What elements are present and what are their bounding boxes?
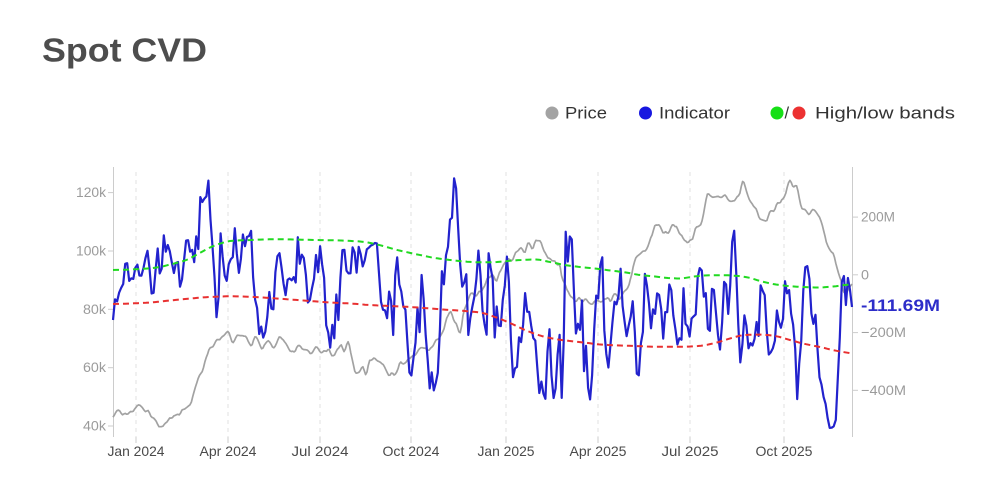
- svg-text:Apr 2025: Apr 2025: [570, 443, 627, 459]
- svg-text:120k: 120k: [76, 184, 107, 200]
- svg-text:Price: Price: [565, 105, 607, 123]
- svg-text:Jul 2024: Jul 2024: [292, 443, 349, 459]
- svg-text:Oct 2024: Oct 2024: [383, 443, 440, 459]
- svg-text:0: 0: [861, 266, 869, 282]
- svg-text:Indicator: Indicator: [659, 105, 731, 123]
- svg-text:80k: 80k: [83, 301, 107, 317]
- svg-text:200M: 200M: [861, 209, 895, 225]
- svg-text:/: /: [785, 105, 790, 123]
- svg-text:100k: 100k: [76, 243, 107, 259]
- svg-text:Jan 2025: Jan 2025: [478, 443, 535, 459]
- svg-text:Jan 2024: Jan 2024: [108, 443, 165, 459]
- svg-text:40k: 40k: [83, 418, 107, 434]
- svg-text:60k: 60k: [83, 359, 107, 375]
- svg-text:−200M: −200M: [861, 324, 906, 340]
- svg-text:Spot CVD: Spot CVD: [42, 32, 207, 69]
- svg-text:-111.69M: -111.69M: [861, 296, 940, 315]
- svg-text:−400M: −400M: [861, 382, 906, 398]
- svg-text:High/low bands: High/low bands: [815, 105, 955, 123]
- svg-text:Oct 2025: Oct 2025: [756, 443, 813, 459]
- svg-text:Apr 2024: Apr 2024: [200, 443, 257, 459]
- svg-text:Jul 2025: Jul 2025: [662, 443, 719, 459]
